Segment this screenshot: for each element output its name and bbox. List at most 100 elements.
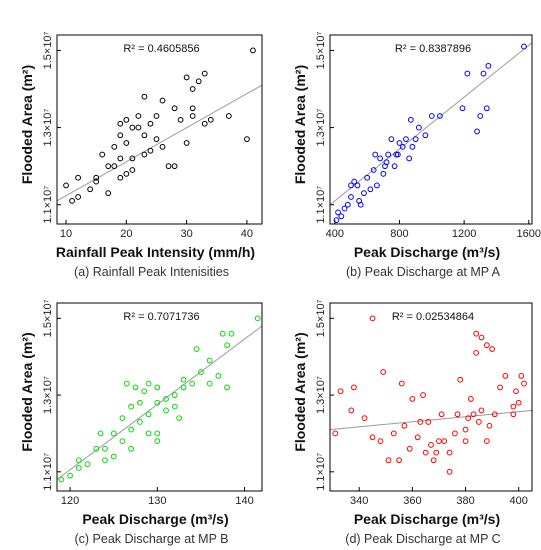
data-point [225, 113, 232, 119]
data-point [129, 155, 136, 162]
data-point [189, 380, 196, 387]
data-point [477, 113, 484, 119]
data-point [462, 438, 469, 445]
r-squared-label: R² = 0.7071736 [123, 311, 199, 323]
data-point [215, 372, 222, 379]
data-point [171, 403, 178, 410]
data-point [123, 380, 130, 387]
data-point [441, 438, 448, 445]
panel-caption: (a) Rainfall Peak Intenisities [74, 265, 229, 279]
data-point [377, 438, 384, 445]
data-point [123, 116, 130, 123]
data-point [454, 411, 461, 418]
data-point [180, 384, 187, 391]
data-point [244, 136, 250, 143]
data-point [401, 422, 408, 429]
data-point [483, 342, 490, 349]
data-point [446, 449, 453, 456]
data-point [93, 174, 100, 181]
data-point [110, 453, 117, 460]
y-axis-label: Flooded Area (m²) [292, 65, 308, 184]
data-point [510, 411, 517, 418]
data-point [75, 457, 82, 464]
data-point [436, 113, 443, 119]
data-point [165, 163, 172, 170]
data-point [467, 396, 474, 402]
data-point [195, 78, 202, 85]
y-axis-label: Flooded Area (m²) [19, 65, 35, 184]
data-point [367, 186, 374, 193]
data-point [129, 167, 136, 173]
data-point [332, 430, 339, 437]
x-axis-label: Peak Discharge (m³/s) [354, 244, 500, 260]
data-point [515, 399, 522, 406]
data-point [518, 372, 525, 379]
plot-frame [56, 302, 263, 492]
x-axis-label: Peak Discharge (m³/s) [82, 511, 228, 527]
data-point [409, 396, 416, 402]
data-point [399, 143, 406, 150]
data-point [171, 105, 178, 112]
data-point [338, 213, 345, 220]
data-point [111, 163, 118, 170]
data-point [63, 182, 69, 189]
data-point [69, 197, 75, 204]
data-point [153, 113, 160, 119]
panel-caption: (d) Peak Discharge at MP C [345, 532, 500, 546]
data-point [348, 182, 354, 189]
data-point [119, 438, 126, 445]
data-point [198, 369, 204, 375]
data-point [228, 330, 235, 337]
y-tick-label: 1.3×10⁷ [42, 376, 54, 414]
data-point [193, 346, 200, 352]
data-point [224, 342, 231, 349]
data-point [117, 132, 124, 139]
data-point [97, 430, 104, 437]
data-point [393, 151, 400, 158]
data-point [459, 105, 466, 112]
data-point [145, 411, 152, 418]
data-point [219, 330, 226, 337]
data-point [369, 434, 376, 441]
data-point [123, 170, 130, 177]
panel-b: 400 800 1200 1600 1.1×10⁷ 1.3×10⁷ 1.5×10⁷ R² = … [292, 31, 541, 279]
data-point [154, 430, 161, 437]
data-point [351, 178, 358, 185]
data-point [117, 120, 124, 127]
x-tick-label: 120 [61, 495, 79, 507]
data-point [141, 132, 148, 139]
data-point [483, 438, 490, 445]
data-point [470, 411, 477, 418]
data-point [373, 182, 380, 189]
data-point [250, 47, 256, 54]
x-tick-label: 130 [148, 495, 166, 507]
data-point [377, 155, 383, 162]
data-point [189, 113, 196, 119]
data-point [141, 151, 148, 158]
data-point [171, 392, 178, 398]
data-point [102, 457, 108, 464]
data-point [141, 93, 148, 100]
data-point [335, 209, 341, 216]
data-point [452, 430, 458, 437]
data-point [341, 205, 348, 212]
data-point [462, 426, 469, 433]
data-point [391, 163, 398, 170]
y-tick-label: 1.5×10⁷ [42, 31, 54, 69]
x-tick-label: 400 [510, 495, 528, 507]
data-point [412, 136, 419, 143]
r-squared-label: R² = 0.4605856 [123, 43, 199, 55]
data-point [478, 407, 485, 414]
data-point [428, 442, 434, 448]
data-point [356, 197, 362, 204]
data-point [224, 384, 231, 391]
y-tick-label: 1.3×10⁷ [42, 109, 54, 147]
data-point [483, 105, 490, 112]
y-tick-label: 1.1×10⁷ [315, 453, 327, 491]
data-point [521, 380, 527, 387]
data-point [406, 445, 413, 452]
x-axis-label: Peak Discharge (m³/s) [354, 511, 500, 527]
panel-d: 340 360 380 400 1.1×10⁷ 1.3×10⁷ 1.5×10⁷ R² = 0.… [292, 299, 533, 546]
data-point [201, 70, 208, 77]
